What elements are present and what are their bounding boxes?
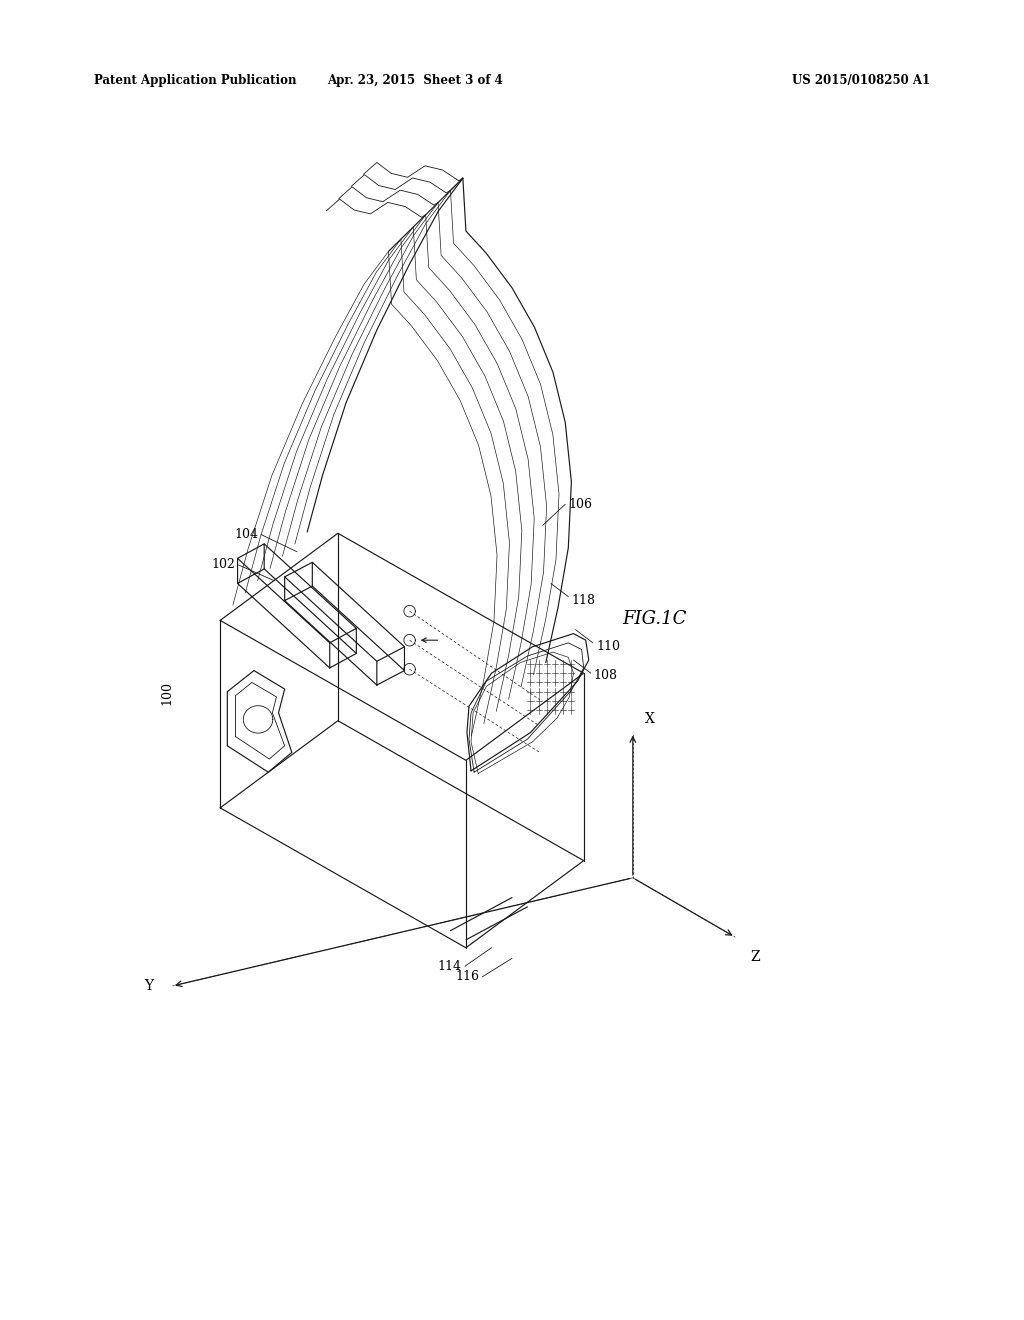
Text: Patent Application Publication: Patent Application Publication	[94, 74, 297, 87]
Text: 100: 100	[161, 681, 173, 705]
Text: 114: 114	[438, 960, 462, 973]
Text: 118: 118	[571, 594, 595, 607]
Text: 108: 108	[594, 669, 617, 682]
Text: 110: 110	[596, 640, 620, 653]
Text: US 2015/0108250 A1: US 2015/0108250 A1	[792, 74, 930, 87]
Text: Y: Y	[144, 979, 154, 993]
Text: Apr. 23, 2015  Sheet 3 of 4: Apr. 23, 2015 Sheet 3 of 4	[327, 74, 503, 87]
Text: X: X	[645, 711, 655, 726]
Text: Z: Z	[751, 950, 760, 965]
Text: 102: 102	[212, 558, 236, 572]
Text: 116: 116	[456, 970, 479, 983]
Text: 106: 106	[568, 498, 592, 511]
Text: 104: 104	[234, 528, 258, 541]
Text: FIG.1C: FIG.1C	[623, 610, 687, 628]
